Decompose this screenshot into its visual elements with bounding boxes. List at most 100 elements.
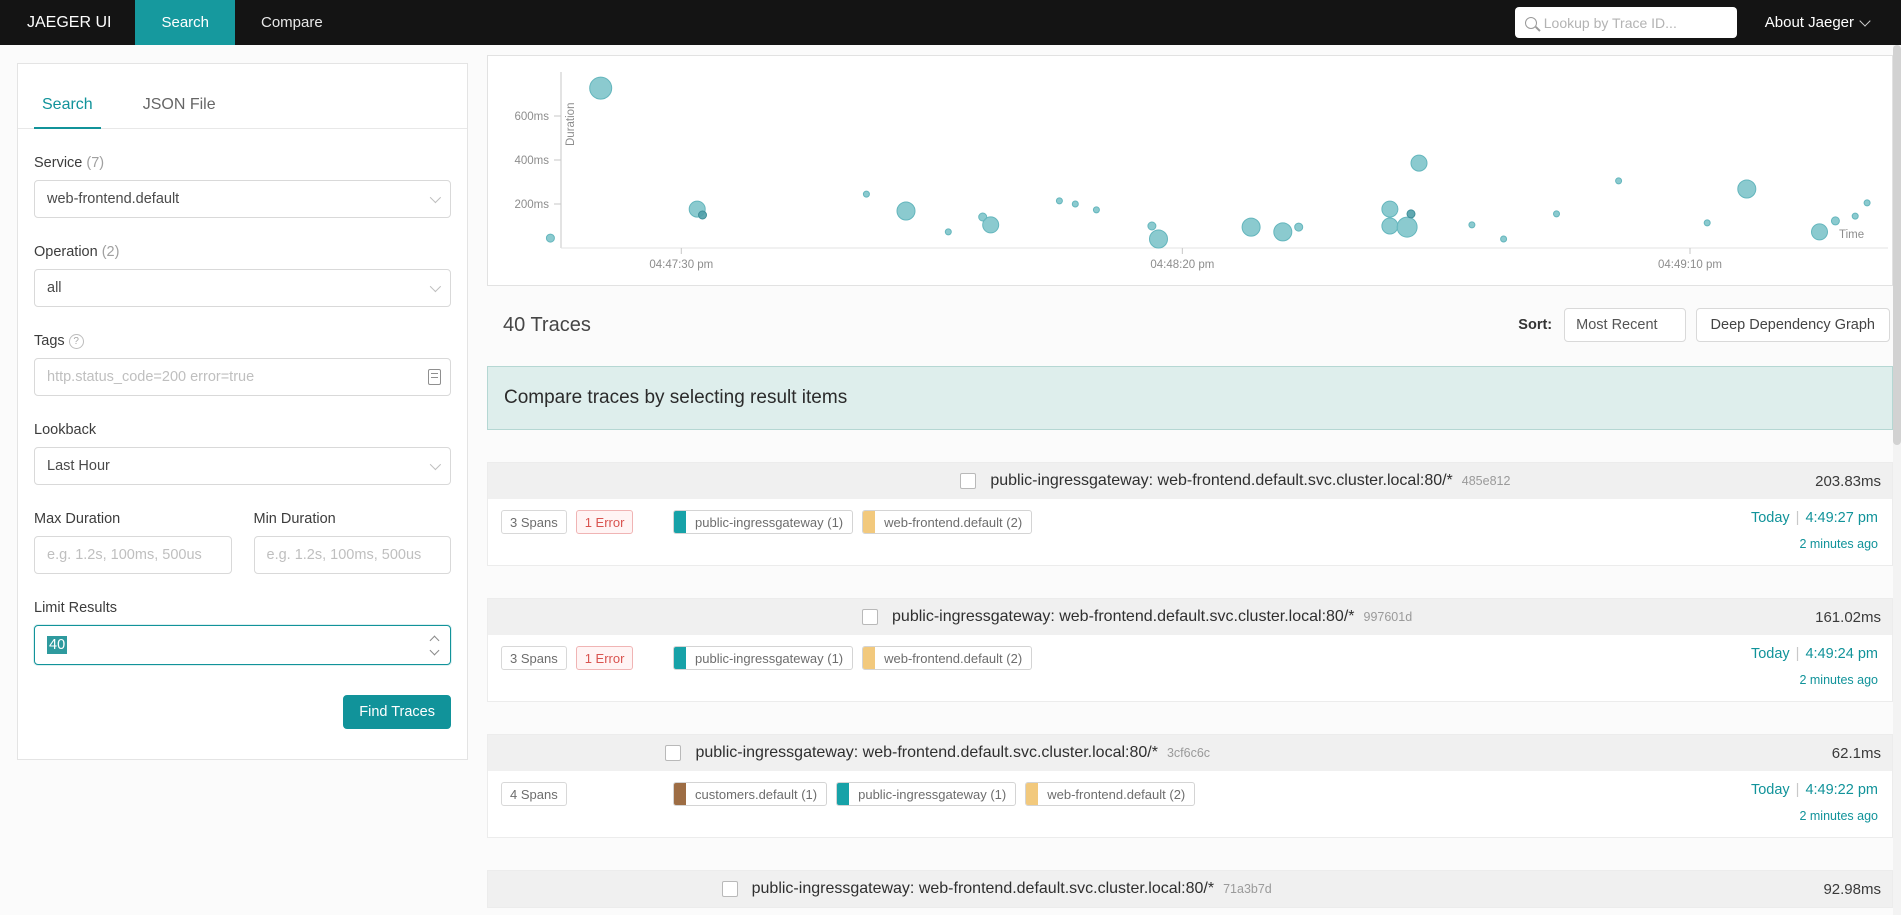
trace-scatter-point[interactable] xyxy=(982,216,1000,234)
trace-scatter-point[interactable] xyxy=(1615,177,1623,185)
trace-scatter-point[interactable] xyxy=(944,228,952,236)
error-badge: 1 Error xyxy=(575,510,634,534)
operation-label: Operation (2) xyxy=(34,244,120,260)
trace-id: 485e812 xyxy=(1461,474,1511,488)
limit-results-input[interactable]: 40 xyxy=(34,625,451,665)
trace-checkbox[interactable] xyxy=(960,473,977,489)
service-badge: public-ingressgateway (1) xyxy=(836,782,1017,806)
max-duration-input[interactable] xyxy=(34,536,232,574)
span-count-badge: 3 Spans xyxy=(501,646,567,670)
trace-scatter-point[interactable] xyxy=(896,201,916,221)
duration-scatter-chart: 600ms 400ms 200ms 04:47:30 pm 04:48:20 pm 04:… xyxy=(487,55,1893,286)
span-count-badge: 3 Spans xyxy=(501,510,567,534)
y-axis-label: Duration xyxy=(565,103,577,146)
trace-scatter-point[interactable] xyxy=(1396,216,1418,238)
tags-format-icon[interactable] xyxy=(428,369,441,385)
trace-duration: 92.98ms xyxy=(1823,880,1881,898)
service-badge: public-ingressgateway (1) xyxy=(673,646,854,670)
trace-title[interactable]: public-ingressgateway: web-frontend.defa… xyxy=(990,472,1453,489)
trace-title[interactable]: public-ingressgateway: web-frontend.defa… xyxy=(892,608,1355,625)
operation-select[interactable]: all xyxy=(34,269,451,307)
trace-scatter-point[interactable] xyxy=(545,233,555,243)
svg-text:400ms: 400ms xyxy=(514,155,549,167)
nav-tab-compare[interactable]: Compare xyxy=(261,14,323,31)
trace-header[interactable]: public-ingressgateway: web-frontend.defa… xyxy=(488,735,1892,771)
trace-id: 3cf6c6c xyxy=(1166,746,1211,760)
trace-scatter-point[interactable] xyxy=(1092,206,1100,214)
trace-scatter-point[interactable] xyxy=(1468,221,1476,229)
trace-scatter-point[interactable] xyxy=(1863,199,1871,207)
trace-scatter-point[interactable] xyxy=(1381,200,1399,218)
service-color-block xyxy=(863,511,876,533)
trace-time-link[interactable]: 4:49:24 pm xyxy=(1805,646,1878,662)
chevron-down-icon xyxy=(429,191,442,204)
error-badge: 1 Error xyxy=(575,646,634,670)
page-scrollbar[interactable] xyxy=(1893,45,1901,915)
sort-select[interactable]: Most Recent xyxy=(1564,308,1686,342)
trace-lookup-input[interactable] xyxy=(1543,14,1727,31)
trace-scatter-point[interactable] xyxy=(1406,209,1416,219)
trace-time-link[interactable]: 4:49:22 pm xyxy=(1805,782,1878,798)
search-icon xyxy=(1524,16,1537,29)
service-select[interactable]: web-frontend.default xyxy=(34,180,451,218)
min-duration-input[interactable] xyxy=(253,536,451,574)
trace-title[interactable]: public-ingressgateway: web-frontend.defa… xyxy=(751,880,1215,897)
service-color-block xyxy=(674,647,686,669)
trace-header[interactable]: public-ingressgateway: web-frontend.defa… xyxy=(488,599,1892,635)
trace-date-link[interactable]: Today xyxy=(1750,510,1790,526)
trace-scatter-point[interactable] xyxy=(589,76,613,100)
tab-search[interactable]: Search xyxy=(34,78,101,129)
trace-duration: 203.83ms xyxy=(1815,472,1881,490)
trace-scatter-point[interactable] xyxy=(1410,154,1428,172)
trace-scatter-point[interactable] xyxy=(1241,217,1261,237)
service-color-block xyxy=(863,647,876,669)
trace-scatter-point[interactable] xyxy=(1381,217,1399,235)
deep-dependency-graph-button[interactable]: Deep Dependency Graph xyxy=(1695,308,1890,342)
trace-scatter-point[interactable] xyxy=(1147,221,1157,231)
trace-scatter-point[interactable] xyxy=(862,190,870,198)
service-badge: customers.default (1) xyxy=(673,782,828,806)
relative-time: 2 minutes ago xyxy=(1799,809,1878,823)
compare-banner: Compare traces by selecting result items xyxy=(487,366,1893,430)
trace-date-link[interactable]: Today xyxy=(1750,646,1790,662)
about-jaeger-menu[interactable]: About Jaeger xyxy=(1765,14,1871,31)
trace-header[interactable]: public-ingressgateway: web-frontend.defa… xyxy=(488,871,1892,907)
relative-time: 2 minutes ago xyxy=(1799,537,1878,551)
trace-scatter-point[interactable] xyxy=(1149,229,1168,249)
trace-scatter-point[interactable] xyxy=(1071,200,1079,208)
chevron-down-icon xyxy=(1859,14,1871,27)
trace-scatter-point[interactable] xyxy=(1830,216,1840,226)
find-traces-button[interactable]: Find Traces xyxy=(343,695,451,729)
nav-tab-search[interactable]: Search xyxy=(135,0,235,45)
lookback-select[interactable]: Last Hour xyxy=(34,447,451,485)
trace-scatter-point[interactable] xyxy=(1811,223,1828,241)
trace-time-link[interactable]: 4:49:27 pm xyxy=(1805,510,1878,526)
trace-result-row: public-ingressgateway: web-frontend.defa… xyxy=(487,734,1893,838)
trace-scatter-point[interactable] xyxy=(1294,222,1304,232)
trace-scatter-point[interactable] xyxy=(1737,179,1757,199)
trace-date-link[interactable]: Today xyxy=(1750,782,1790,798)
search-sidebar: Search JSON File Service (7) web-fronten… xyxy=(17,63,468,760)
number-stepper[interactable] xyxy=(429,635,440,655)
scrollbar-thumb[interactable] xyxy=(1893,45,1901,446)
trace-scatter-point[interactable] xyxy=(1553,210,1560,218)
help-icon[interactable]: ? xyxy=(68,334,84,349)
tags-input[interactable] xyxy=(34,358,451,396)
limit-results-value: 40 xyxy=(47,636,68,654)
trace-scatter-point[interactable] xyxy=(698,210,707,220)
trace-scatter-point[interactable] xyxy=(1500,235,1508,243)
trace-header[interactable]: public-ingressgateway: web-frontend.defa… xyxy=(488,463,1892,499)
trace-checkbox[interactable] xyxy=(721,881,738,897)
trace-checkbox[interactable] xyxy=(665,745,682,761)
service-badge: web-frontend.default (2) xyxy=(862,510,1033,534)
trace-checkbox[interactable] xyxy=(862,609,879,625)
x-axis-label: Time xyxy=(1839,229,1864,241)
trace-scatter-point[interactable] xyxy=(1703,219,1711,227)
trace-scatter-point[interactable] xyxy=(1851,212,1859,220)
sidebar-tabs: Search JSON File xyxy=(18,78,467,129)
trace-scatter-point[interactable] xyxy=(1055,197,1063,205)
trace-title[interactable]: public-ingressgateway: web-frontend.defa… xyxy=(695,744,1158,761)
tab-json-file[interactable]: JSON File xyxy=(142,96,216,113)
trace-scatter-point[interactable] xyxy=(1273,222,1293,242)
trace-id: 997601d xyxy=(1363,610,1413,624)
